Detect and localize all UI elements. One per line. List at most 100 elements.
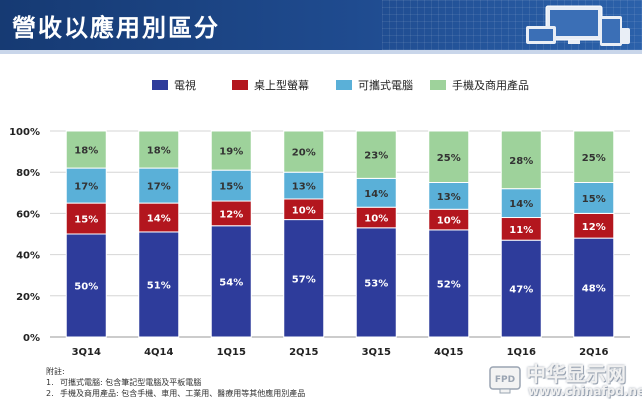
data-label-2Q15-series-1: 57%	[292, 274, 316, 285]
x-tick-label-8: 2Q16	[579, 347, 608, 358]
footnotes: 附註: 1. 可攜式電腦: 包含筆記型電腦及平板電腦 2. 手機及商用產品: 包含手…	[46, 366, 305, 399]
data-label-1Q16-series-3: 14%	[509, 199, 533, 210]
data-label-1Q16-series-1: 47%	[509, 285, 533, 296]
watermark-title: 中华显示网	[526, 362, 626, 386]
x-tick-label-6: 4Q15	[434, 347, 463, 358]
bar-4Q14-series-4	[138, 130, 180, 169]
bar-2Q16-series-2	[573, 212, 615, 239]
data-label-3Q15-series-2: 10%	[364, 214, 388, 225]
data-label-2Q16-series-4: 25%	[582, 153, 606, 164]
data-label-3Q15-series-1: 53%	[364, 278, 388, 289]
data-label-2Q15-series-4: 20%	[292, 148, 316, 159]
data-label-3Q15-series-3: 14%	[364, 189, 388, 200]
bar-2Q15-series-4	[283, 130, 325, 173]
legend-swatch-4	[430, 80, 446, 90]
bar-3Q14-series-1	[65, 233, 107, 338]
bar-4Q14-series-2	[138, 202, 180, 233]
legend-swatch-2	[232, 80, 248, 90]
chart-legend: 電視 桌上型螢幕 可攜式電腦 手機及商用產品	[152, 78, 529, 92]
data-label-4Q14-series-4: 18%	[147, 146, 171, 157]
data-label-2Q15-series-3: 13%	[292, 182, 316, 193]
data-label-1Q16-series-2: 11%	[509, 225, 533, 236]
legend-label-2: 桌上型螢幕	[254, 78, 309, 92]
footnote-1-number: 1.	[46, 378, 54, 387]
legend-swatch-3	[336, 80, 352, 90]
footnote-heading: 附註:	[46, 367, 65, 376]
watermark-url: www.chinafpd.net	[528, 384, 642, 398]
x-axis: 3Q14 4Q14 1Q15 2Q15 3Q15 4Q15 1Q16 2Q16	[72, 347, 609, 358]
data-label-4Q15-series-2: 10%	[437, 216, 461, 227]
bar-2Q15-series-1	[283, 219, 325, 338]
data-label-1Q16-series-4: 28%	[509, 156, 533, 167]
data-label-3Q15-series-4: 23%	[364, 151, 388, 162]
data-label-2Q16-series-1: 48%	[582, 284, 606, 295]
y-tick-label-0: 0%	[23, 333, 40, 344]
page-title: 營收以應用別區分	[12, 14, 220, 42]
data-label-1Q15-series-4: 19%	[219, 147, 243, 158]
bar-2Q15-series-3	[283, 171, 325, 200]
data-label-4Q14-series-1: 51%	[147, 280, 171, 291]
data-label-2Q15-series-2: 10%	[292, 205, 316, 216]
x-tick-label-7: 1Q16	[507, 347, 536, 358]
x-tick-label-4: 2Q15	[289, 347, 318, 358]
bar-1Q15-series-3	[210, 169, 252, 202]
data-label-3Q14-series-2: 15%	[74, 215, 98, 226]
bar-2Q16-series-1	[573, 237, 615, 338]
legend-label-1: 電視	[174, 78, 196, 92]
footnote-2: 2. 手機及商用產品: 包含手機、車用、工業用、醫療用等其他應用別產品	[46, 388, 305, 399]
data-label-2Q16-series-3: 15%	[582, 194, 606, 205]
data-label-3Q14-series-1: 50%	[74, 282, 98, 293]
data-label-2Q16-series-2: 12%	[582, 222, 606, 233]
x-tick-label-1: 3Q14	[72, 347, 101, 358]
bar-1Q15-series-4	[210, 130, 252, 171]
bar-1Q15-series-1	[210, 225, 252, 338]
legend-swatch-1	[152, 80, 168, 90]
y-tick-label-5: 100%	[9, 127, 40, 138]
bar-3Q15-series-4	[355, 130, 397, 179]
y-tick-label-1: 20%	[16, 292, 40, 303]
chart-gridlines	[50, 130, 630, 338]
data-label-4Q15-series-4: 25%	[437, 153, 461, 164]
bar-2Q16-series-4	[573, 130, 615, 183]
y-tick-label-2: 40%	[16, 251, 40, 262]
bar-3Q14-series-3	[65, 167, 107, 204]
watermark-logo-text: FPD	[495, 375, 515, 385]
data-label-1Q15-series-2: 12%	[219, 209, 243, 220]
bar-4Q14-series-3	[138, 167, 180, 204]
y-tick-label-4: 80%	[16, 168, 40, 179]
y-tick-label-3: 60%	[16, 209, 40, 220]
footnote-2-text: 手機及商用產品: 包含手機、車用、工業用、醫療用等其他應用別產品	[60, 389, 306, 398]
bar-4Q14-series-1	[138, 231, 180, 338]
chart-bars: 50% 15% 17% 18% 51% 14% 17% 18% 54% 12% 15% 19% 57% 1…	[65, 130, 615, 338]
watermark: FPD 中华显示网 www.chinafpd.net	[488, 358, 642, 402]
bar-4Q15-series-4	[428, 130, 470, 183]
data-label-1Q15-series-1: 54%	[219, 277, 243, 288]
footnote-1-text: 可攜式電腦: 包含筆記型電腦及平板電腦	[60, 378, 202, 387]
bar-4Q15-series-1	[428, 229, 470, 338]
y-axis: 0% 20% 40% 60% 80% 100%	[9, 127, 40, 344]
devices-illustration	[526, 5, 630, 46]
data-label-3Q14-series-3: 17%	[74, 182, 98, 193]
watermark-logo-icon: FPD	[489, 366, 521, 394]
legend-label-3: 可攜式電腦	[358, 78, 413, 92]
x-tick-label-2: 4Q14	[144, 347, 173, 358]
title-banner: 營收以應用別區分	[0, 0, 642, 50]
data-label-4Q15-series-1: 52%	[437, 279, 461, 290]
footnote-1: 1. 可攜式電腦: 包含筆記型電腦及平板電腦	[46, 377, 305, 388]
bar-1Q16-series-4	[500, 130, 542, 190]
bar-1Q15-series-2	[210, 200, 252, 227]
bar-3Q14-series-2	[65, 202, 107, 235]
data-label-4Q14-series-3: 17%	[147, 182, 171, 193]
data-label-1Q15-series-3: 15%	[219, 182, 243, 193]
stacked-bar-chart: 電視 桌上型螢幕 可攜式電腦 手機及商用產品 0% 20% 40% 60% 80% 100% 5…	[9, 78, 630, 358]
footnote-2-number: 2.	[46, 389, 54, 398]
bar-2Q16-series-3	[573, 182, 615, 214]
bar-3Q14-series-4	[65, 130, 107, 169]
banner-divider	[0, 50, 642, 54]
legend-label-4: 手機及商用產品	[452, 78, 529, 92]
data-label-4Q15-series-3: 13%	[437, 192, 461, 203]
x-tick-label-3: 1Q15	[217, 347, 246, 358]
data-label-3Q14-series-4: 18%	[74, 146, 98, 157]
x-tick-label-5: 3Q15	[362, 347, 391, 358]
data-label-4Q14-series-2: 14%	[147, 214, 171, 225]
